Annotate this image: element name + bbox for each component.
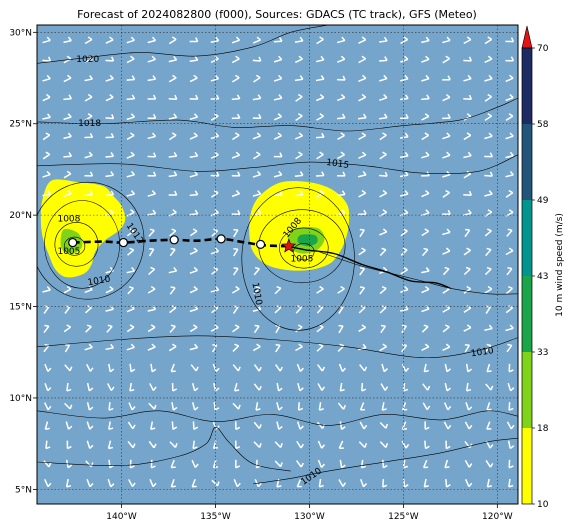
lat-tick-label: 20°N [9,211,32,221]
colorbar-tick-label: 43 [537,272,548,282]
lat-tick-label: 10°N [9,394,32,404]
isobar-label: 1005 [57,247,80,257]
colorbar-extend-arrow [522,26,532,48]
figure-title: Forecast of 2024082800 (f000), Sources: … [77,8,477,21]
colorbar-tick-label: 33 [537,348,548,358]
colorbar-segment [522,124,532,200]
colorbar-tick-label: 58 [537,120,549,130]
latitude-axis: 30°N 25°N 20°N 15°N 10°N 5°N [9,28,37,495]
lon-tick-label: 140°W [106,512,137,522]
lat-tick-label: 5°N [15,485,32,495]
colorbar-tick-label: 49 [537,196,549,206]
track-position-marker [69,239,77,247]
isobar-label: 1020 [76,55,99,65]
colorbar-tick-label: 18 [537,424,549,434]
lon-tick-label: 120°W [482,512,513,522]
longitude-axis: 140°W 135°W 130°W 125°W 120°W [106,504,512,522]
lat-tick-label: 25°N [9,120,32,130]
colorbar-segment [522,48,532,124]
colorbar-tick-label: 10 [537,500,549,510]
colorbar-segment [522,200,532,276]
colorbar: 10 18 33 43 49 58 70 [522,26,549,510]
colorbar-segment [522,276,532,352]
lon-tick-label: 130°W [294,512,325,522]
lon-tick-label: 135°W [200,512,231,522]
isobar-label: 1018 [78,119,101,129]
track-position-marker [119,239,127,247]
track-position-marker [257,240,265,248]
lat-tick-label: 15°N [9,303,32,313]
track-position-marker [170,236,178,244]
colorbar-segment [522,352,532,428]
colorbar-label: 10 m wind speed (m/s) [555,213,565,317]
colorbar-tick-label: 70 [537,44,549,54]
lon-tick-label: 125°W [388,512,419,522]
lat-tick-label: 30°N [9,28,32,38]
track-position-marker [217,235,225,243]
isobar-label: 1005 [290,255,313,265]
isobar-label: 1008 [57,214,80,224]
colorbar-segment [522,428,532,504]
